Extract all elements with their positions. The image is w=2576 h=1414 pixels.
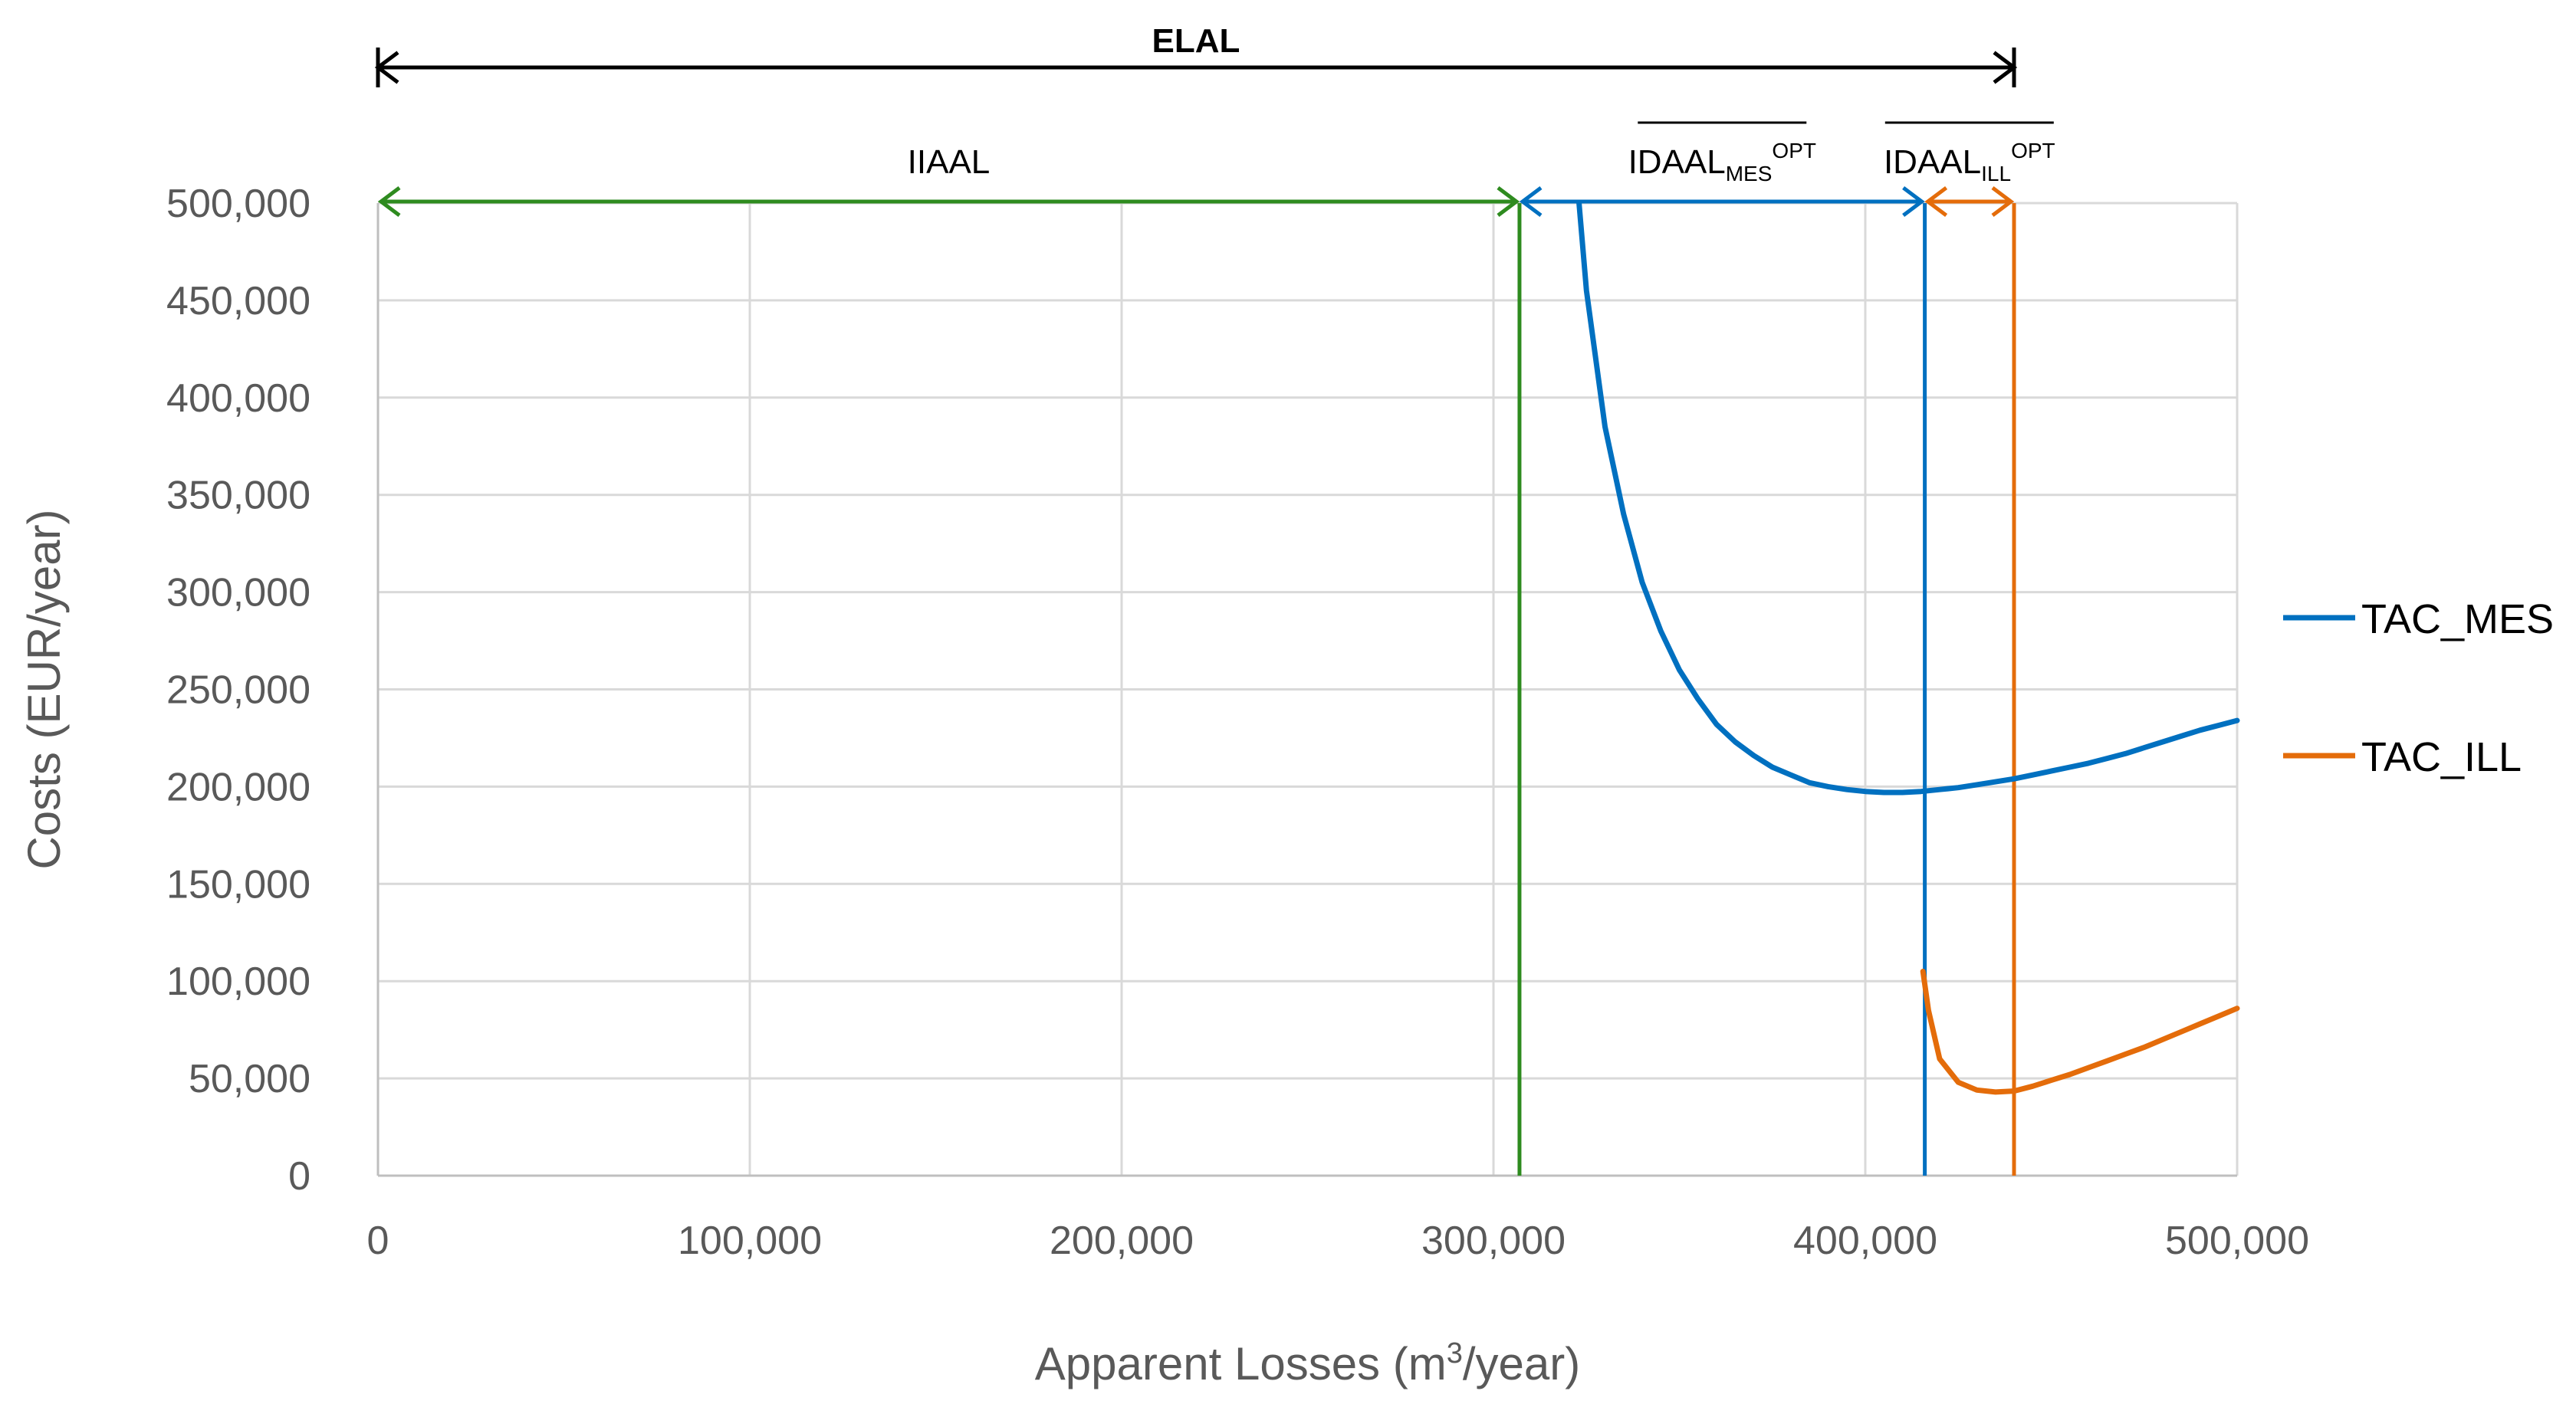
- y-axis-title: Costs (EUR/year): [18, 509, 70, 869]
- x-axis-title: Apparent Losses (m3/year): [1035, 1337, 1580, 1389]
- series-line: [1920, 969, 2240, 1095]
- axis-labels: Costs (EUR/year) Apparent Losses (m3/year…: [18, 509, 1580, 1389]
- legend: TAC_MES TAC_ILL: [2283, 596, 2554, 780]
- arrowhead-left: [1519, 186, 1543, 217]
- arrowhead-right: [1902, 186, 1925, 217]
- x-tick-label: 100,000: [678, 1219, 822, 1263]
- y-tick-label: 200,000: [166, 765, 310, 809]
- y-tick-label: 500,000: [166, 182, 310, 226]
- y-tick-label: 450,000: [166, 279, 310, 323]
- y-tick-label: 400,000: [166, 376, 310, 421]
- x-tick-label: 0: [367, 1219, 389, 1263]
- series-line: [1576, 200, 2240, 796]
- y-tick-label: 100,000: [166, 960, 310, 1004]
- legend-label: TAC_ILL: [2361, 734, 2522, 780]
- gridlines: [378, 202, 2239, 1176]
- y-tick-label: 300,000: [166, 571, 310, 615]
- y-tick-label: 250,000: [166, 668, 310, 713]
- arrowhead-left: [377, 186, 401, 217]
- y-tick-label: 150,000: [166, 862, 310, 907]
- reference-lines: [1517, 203, 2016, 1176]
- span-label: ELAL: [1152, 22, 1240, 60]
- arrowhead-right: [1497, 186, 1520, 217]
- x-tick-label: 200,000: [1050, 1219, 1194, 1263]
- data-series: [1576, 200, 2240, 1095]
- span-label: IDAALMESOPT: [1628, 139, 1816, 185]
- arrowhead-left: [1924, 186, 1948, 217]
- arrowhead-right: [1991, 186, 2015, 217]
- x-tick-label: 300,000: [1421, 1219, 1566, 1263]
- x-tick-label: 400,000: [1793, 1219, 1937, 1263]
- axes: 0 50,000 100,000 150,000 200,000 250,000 300,0…: [166, 182, 2309, 1263]
- annotations: ELAL IIAAL IDAALMESOPT IDAALILLOPT: [374, 22, 2055, 217]
- y-tick-label: 0: [288, 1154, 310, 1199]
- span-label: IDAALILLOPT: [1884, 139, 2055, 185]
- y-tick-label: 350,000: [166, 474, 310, 518]
- span-label: IIAAL: [908, 143, 991, 181]
- legend-label: TAC_MES: [2361, 596, 2554, 642]
- y-tick-label: 50,000: [189, 1057, 310, 1101]
- x-tick-label: 500,000: [2165, 1219, 2309, 1263]
